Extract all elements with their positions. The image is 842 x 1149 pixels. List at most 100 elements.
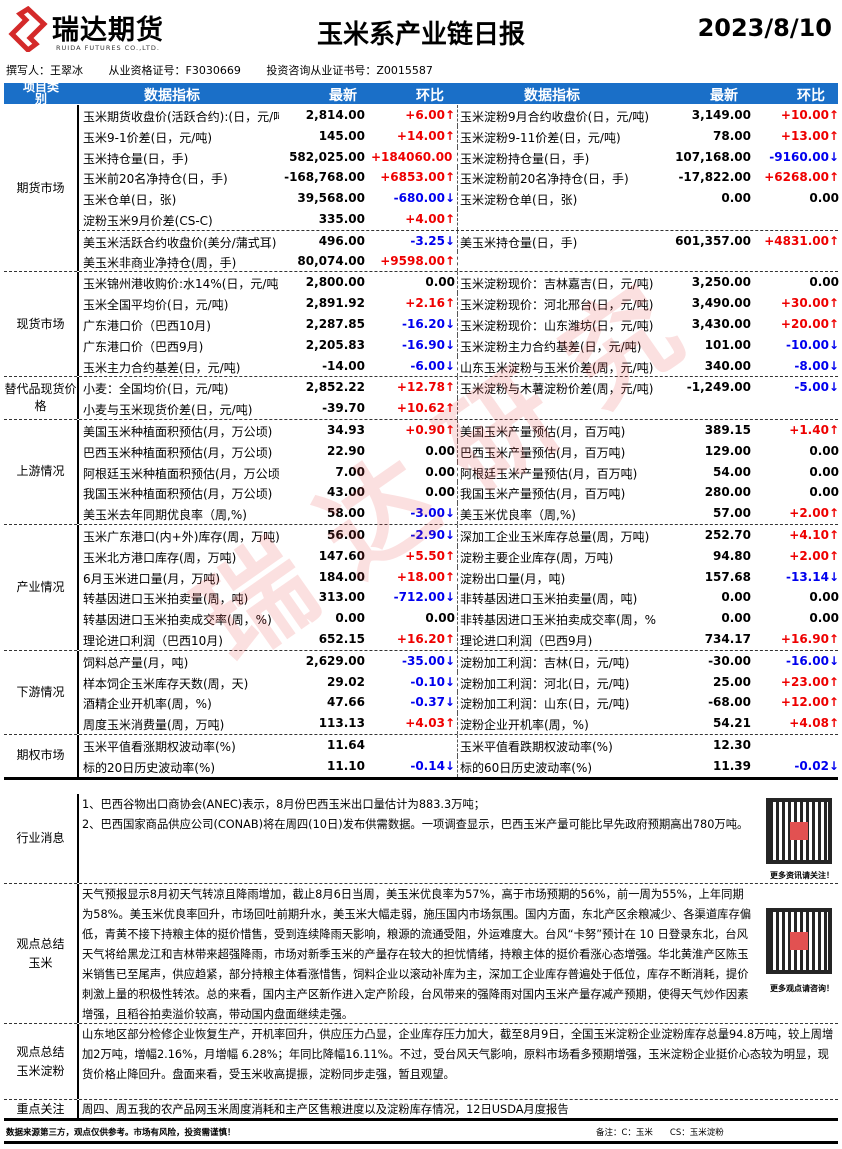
report-date: 2023/8/10	[697, 14, 832, 42]
indicator-name: 6月玉米进口量(月，万吨)	[83, 571, 220, 586]
indicator-name: 玉米锦州港收购价:水14%(日，元/吨	[83, 277, 279, 292]
latest-value: 3,430.00	[691, 316, 751, 331]
indicator-name: 巴西玉米种植面积预估(月，万公顷)	[83, 445, 273, 460]
latest-value: -168,768.00	[284, 170, 365, 185]
change-value: +16.90↑	[780, 631, 839, 646]
indicator-name: 玉米淀粉9月合约收盘价(日，元/吨)	[457, 105, 657, 126]
footer: 数据来源第三方，观点仅供参考。市场有风险，投资需谨慎！ 备注：C：玉米 CS：玉…	[6, 1126, 836, 1138]
table-row: 玉米仓单(日，张) 39,568.00 -680.00↓ 玉米淀粉仓单(日，张) 0.0…	[77, 188, 839, 209]
latest-value: 335.00	[318, 211, 365, 226]
indicator-name: 美玉米活跃合约收盘价(美分/蒲式耳)	[83, 235, 277, 250]
indicator-name: 淀粉主要企业库存(周，万吨)	[457, 545, 657, 567]
latest-value: 78.00	[713, 128, 751, 143]
change-value: -6.00↓	[410, 358, 455, 373]
indicator-name: 玉米淀粉9-11价差(日，元/吨)	[457, 125, 657, 147]
latest-value: 94.80	[713, 548, 751, 563]
latest-value: -68.00	[708, 695, 751, 710]
table-row: 理论进口利润（巴西10月) 652.15 +16.20↑ 理论进口利润（巴西9月) 73…	[77, 628, 839, 650]
latest-value: 2,852.22	[305, 380, 365, 395]
indicator-name: 小麦：全国均价(日，元/吨)	[83, 382, 229, 397]
indicator-name: 淀粉加工利润：河北(日，元/吨)	[457, 671, 657, 693]
table-row: 玉米持仓量(日，手) 582,025.00 +184060.00↑ 玉米淀粉持仓量(日…	[77, 146, 839, 168]
table-row: 玉米北方港口库存(周，万吨) 147.60 +5.50↑ 淀粉主要企业库存(周，万吨)…	[77, 545, 839, 567]
report-title: 玉米系产业链日报	[316, 20, 525, 50]
starch-view-label: 观点总结玉米淀粉	[16, 1044, 65, 1078]
indicator-name: 玉米淀粉仓单(日，张)	[457, 188, 657, 209]
indicator-name: 淀粉加工利润：山东(日，元/吨)	[457, 692, 657, 714]
change-value: +6.00↑	[405, 108, 455, 122]
latest-value: 3,149.00	[691, 108, 751, 122]
indicator-name: 广东港口价（巴西10月)	[83, 318, 211, 333]
change-value: +4.03↑	[405, 716, 455, 731]
indicator-name: 小麦与玉米现货价差(日，元/吨)	[83, 403, 253, 418]
change-value: -35.00↓	[402, 653, 455, 668]
table-row: 标的20日历史波动率(%) 11.10 -0.14↓ 标的60日历史波动率(%) 11.…	[77, 755, 839, 777]
change-value: 0.00	[809, 485, 839, 500]
table-row: 玉米广东港口(内+外)库存(周，万吨) 56.00 -2.90↓ 深加工企业玉米库存总…	[77, 524, 839, 546]
starch-view: 观点总结玉米淀粉 山东地区部分检修企业恢复生产，开机率回升，供应压力凸显，企业库…	[4, 1024, 838, 1100]
indicator-name: 玉米淀粉持仓量(日，手)	[457, 146, 657, 168]
change-value: 0.00	[809, 191, 839, 206]
corn-view-text: 天气预报显示8月初天气转凉且降雨增加，截止8月6日当周，美玉米优良率为57%，高…	[77, 884, 757, 1023]
indicator-name: 山东玉米淀粉与玉米价差(周，元/吨)	[457, 355, 657, 377]
change-value: 0.00	[425, 464, 455, 479]
latest-value: -14.00	[322, 358, 365, 373]
change-value: +18.00↑	[396, 569, 455, 584]
change-value: +9598.00↑	[380, 253, 455, 268]
qr-code	[766, 908, 832, 974]
change-value: 0.00	[809, 443, 839, 458]
corn-view: 观点总结玉米 天气预报显示8月初天气转凉且降雨增加，截止8月6日当周，美玉米优良…	[4, 884, 838, 1024]
table-row: 淀粉玉米9月价差(CS-C) 335.00 +4.00↑	[77, 208, 838, 230]
latest-value: 11.10	[327, 758, 365, 773]
table-row: 玉米锦州港收购价:水14%(日，元/吨 2,800.00 0.00 玉米淀粉现价：吉林…	[77, 272, 839, 294]
latest-value: 0.00	[335, 611, 365, 626]
change-value: +14.00↑	[396, 128, 455, 143]
change-value: +12.00↑	[780, 695, 839, 710]
indicator-name: 淀粉玉米9月价差(CS-C)	[83, 213, 213, 228]
qr-code	[766, 798, 832, 864]
latest-value: 0.00	[721, 191, 751, 206]
indicator-name: 淀粉出口量(月，吨)	[457, 566, 657, 588]
footnote: 备注：C：玉米 CS：玉米淀粉	[596, 1128, 724, 1138]
latest-value: 56.00	[327, 527, 365, 542]
change-value: -0.10↓	[410, 674, 455, 689]
change-value: -16.20↓	[402, 316, 455, 331]
latest-value: 11.39	[713, 758, 751, 773]
indicator-name: 阿根廷玉米种植面积预估(月，万公顷	[83, 466, 279, 481]
header-latest-right: 最新	[710, 88, 738, 104]
change-value: +12.78↑	[396, 380, 455, 395]
change-value: -16.90↓	[402, 337, 455, 352]
indicator-name: 玉米9-1价差(日，元/吨)	[83, 130, 213, 145]
latest-value: 0.00	[721, 611, 751, 626]
indicator-name: 美玉米非商业净持仓(周，手)	[83, 255, 237, 270]
section-category: 产业情况	[16, 579, 65, 594]
change-value: -9160.00↓	[769, 149, 839, 164]
header-change-right: 环比	[797, 88, 825, 104]
latest-value: 2,205.83	[305, 337, 365, 352]
table-row: 玉米期货收盘价(活跃合约):(日，元/吨 2,814.00 +6.00↑ 玉米淀粉9月…	[77, 105, 839, 126]
indicator-name: 阿根廷玉米产量预估(月，百万吨)	[457, 461, 657, 483]
news-line: 2、巴西国家商品供应公司(CONAB)将在周四(10日)发布供需数据。一项调查显…	[82, 818, 749, 831]
table-row: 阿根廷玉米种植面积预估(月，万公顷 7.00 0.00 阿根廷玉米产量预估(月，百万吨…	[77, 461, 839, 483]
indicator-name: 玉米全国平均价(日，元/吨)	[83, 298, 229, 313]
section-category: 上游情况	[16, 464, 65, 479]
latest-value: 29.02	[327, 674, 365, 689]
latest-value: 184.00	[318, 569, 365, 584]
indicator-name: 玉米淀粉与木薯淀粉价差(周，元/吨)	[457, 377, 657, 399]
table-row: 巴西玉米种植面积预估(月，万公顷) 22.90 0.00 巴西玉米产量预估(月，百万吨…	[77, 440, 839, 462]
indicator-name: 转基因进口玉米拍卖量(周，吨)	[83, 592, 249, 607]
indicator-name: 美玉米去年同期优良率（周,%)	[83, 508, 247, 523]
latest-value: 3,250.00	[691, 275, 751, 290]
change-value: +4.08↑	[789, 716, 839, 731]
table-row: 6月玉米进口量(月，万吨) 184.00 +18.00↑ 淀粉出口量(月，吨) 157.…	[77, 566, 839, 588]
indicator-name: 我国玉米产量预估(月，百万吨)	[457, 482, 657, 504]
change-value: +6853.00↑	[380, 170, 455, 185]
latest-value: 389.15	[704, 422, 751, 437]
indicator-name: 广东港口价（巴西9月)	[83, 339, 204, 354]
table-header: 项目类别 数据指标 最新 环比 数据指标 最新 环比	[4, 81, 838, 105]
table-row: 美玉米去年同期优良率（周,%) 58.00 -3.00↓ 美玉米优良率（周,%) 57.…	[77, 503, 839, 524]
table-row: 小麦与玉米现货价差(日，元/吨) -39.70 +10.62↑	[77, 398, 838, 419]
latest-value: 2,287.85	[305, 316, 365, 331]
header-indicator-left: 数据指标	[144, 88, 200, 104]
section-category: 下游情况	[16, 684, 65, 699]
